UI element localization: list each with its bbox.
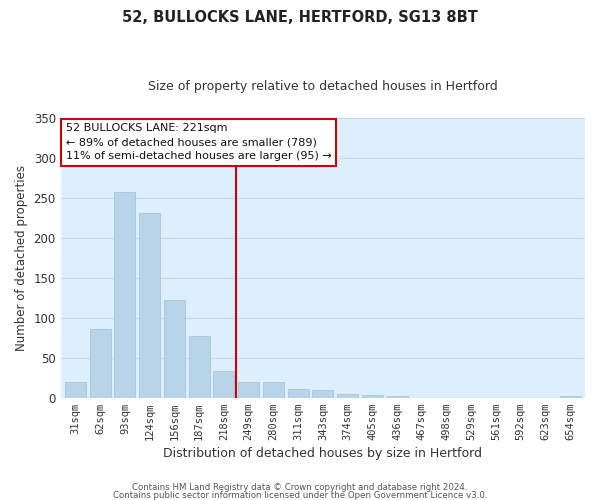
Bar bbox=[362, 396, 383, 398]
Bar bbox=[263, 382, 284, 398]
Bar bbox=[65, 382, 86, 398]
Y-axis label: Number of detached properties: Number of detached properties bbox=[15, 164, 28, 350]
Title: Size of property relative to detached houses in Hertford: Size of property relative to detached ho… bbox=[148, 80, 498, 93]
Text: 52 BULLOCKS LANE: 221sqm
← 89% of detached houses are smaller (789)
11% of semi-: 52 BULLOCKS LANE: 221sqm ← 89% of detach… bbox=[66, 124, 332, 162]
Bar bbox=[139, 213, 160, 398]
Bar bbox=[386, 396, 407, 398]
Bar bbox=[115, 192, 136, 398]
Text: Contains HM Land Registry data © Crown copyright and database right 2024.: Contains HM Land Registry data © Crown c… bbox=[132, 484, 468, 492]
Bar bbox=[164, 300, 185, 398]
Bar bbox=[90, 329, 111, 398]
Bar bbox=[238, 382, 259, 398]
Text: Contains public sector information licensed under the Open Government Licence v3: Contains public sector information licen… bbox=[113, 490, 487, 500]
X-axis label: Distribution of detached houses by size in Hertford: Distribution of detached houses by size … bbox=[163, 447, 482, 460]
Text: 52, BULLOCKS LANE, HERTFORD, SG13 8BT: 52, BULLOCKS LANE, HERTFORD, SG13 8BT bbox=[122, 10, 478, 25]
Bar bbox=[337, 394, 358, 398]
Bar bbox=[313, 390, 334, 398]
Bar bbox=[188, 336, 209, 398]
Bar bbox=[214, 372, 235, 398]
Bar bbox=[560, 396, 581, 398]
Bar bbox=[287, 389, 308, 398]
